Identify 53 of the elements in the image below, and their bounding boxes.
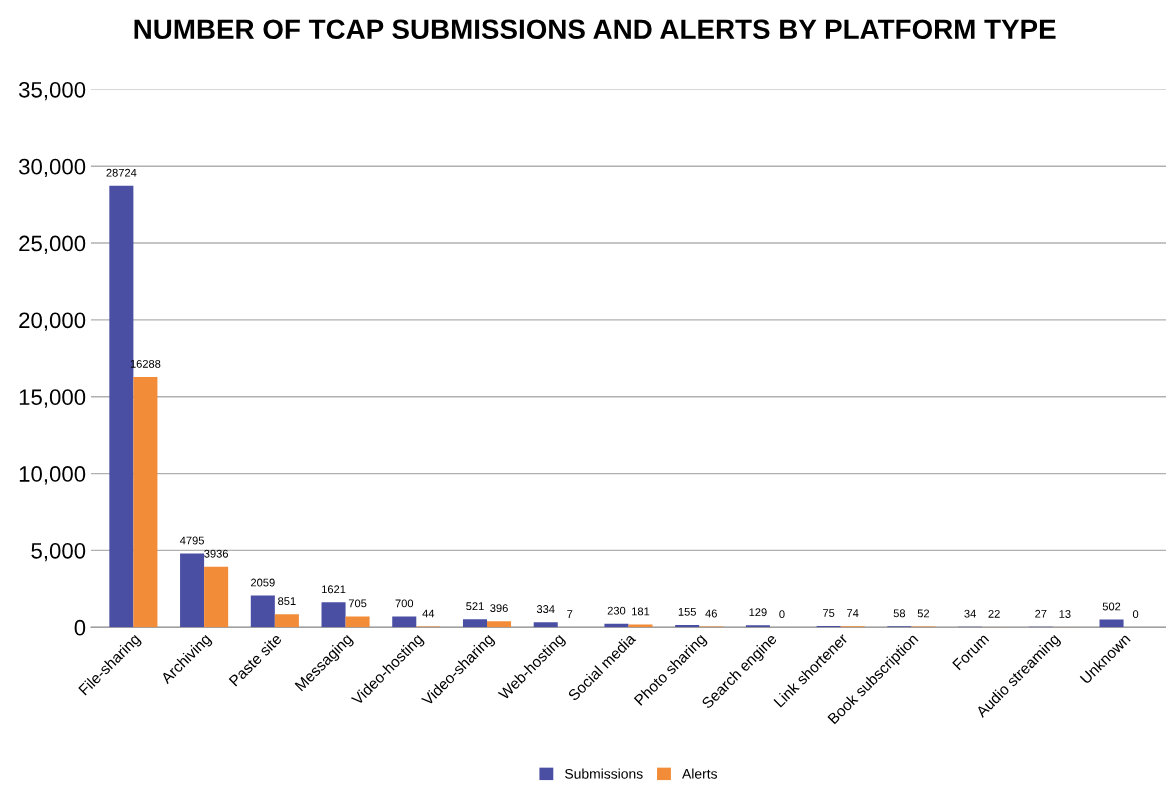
data-label: 4795 (179, 536, 204, 545)
bar (533, 622, 558, 628)
data-label: 396 (490, 604, 508, 613)
data-label: 129 (749, 608, 767, 617)
y-tick-label: 25,000 (19, 235, 86, 254)
data-label: 58 (893, 609, 906, 618)
y-tick-label: 15,000 (19, 389, 86, 408)
data-label: 700 (395, 599, 414, 608)
y-tick-label: 35,000 (18, 81, 86, 101)
y-tick-label: 20,000 (19, 312, 86, 331)
data-label: 705 (348, 599, 367, 608)
data-label: 0 (1132, 610, 1139, 619)
data-label: 52 (917, 609, 930, 618)
bar (628, 624, 653, 628)
legend-label: Submissions (565, 768, 643, 779)
y-tick-label: 10,000 (19, 466, 86, 485)
data-label: 502 (1102, 602, 1121, 611)
data-label: 334 (536, 605, 555, 613)
data-label: 521 (466, 602, 484, 611)
data-label: 46 (705, 609, 717, 618)
data-label: 0 (779, 610, 785, 619)
bar (462, 619, 488, 628)
data-label: 1621 (322, 585, 346, 594)
bar (345, 616, 370, 628)
bar (1099, 619, 1124, 628)
bar (133, 376, 158, 628)
data-label: 13 (1059, 610, 1071, 618)
bar (180, 553, 205, 628)
data-label: 27 (1035, 609, 1047, 618)
bar (487, 621, 512, 628)
data-label: 851 (278, 597, 296, 606)
data-label: 230 (607, 606, 626, 615)
data-label: 44 (422, 609, 435, 618)
bar (392, 616, 417, 628)
bar (274, 614, 299, 628)
data-label: 34 (964, 609, 976, 618)
y-tick-label: 5,000 (31, 542, 86, 562)
data-label: 74 (847, 609, 859, 617)
data-label: 181 (632, 607, 650, 616)
data-label: 22 (988, 609, 1000, 618)
y-tick-label: 30,000 (18, 158, 86, 178)
bar (250, 595, 275, 628)
data-label: 3936 (204, 549, 229, 558)
y-tick-label: 0 (74, 619, 86, 636)
data-label: 75 (823, 609, 835, 617)
bar (204, 566, 229, 628)
chart-title: NUMBER OF TCAP SUBMISSIONS AND ALERTS BY PLATFORM TYPE (134, 19, 1056, 40)
legend-label: Alerts (682, 768, 718, 779)
data-label: 28724 (106, 168, 137, 177)
data-label: 7 (567, 610, 573, 618)
data-label: 155 (678, 607, 696, 616)
data-label: 2059 (251, 578, 275, 587)
bar (321, 602, 346, 628)
